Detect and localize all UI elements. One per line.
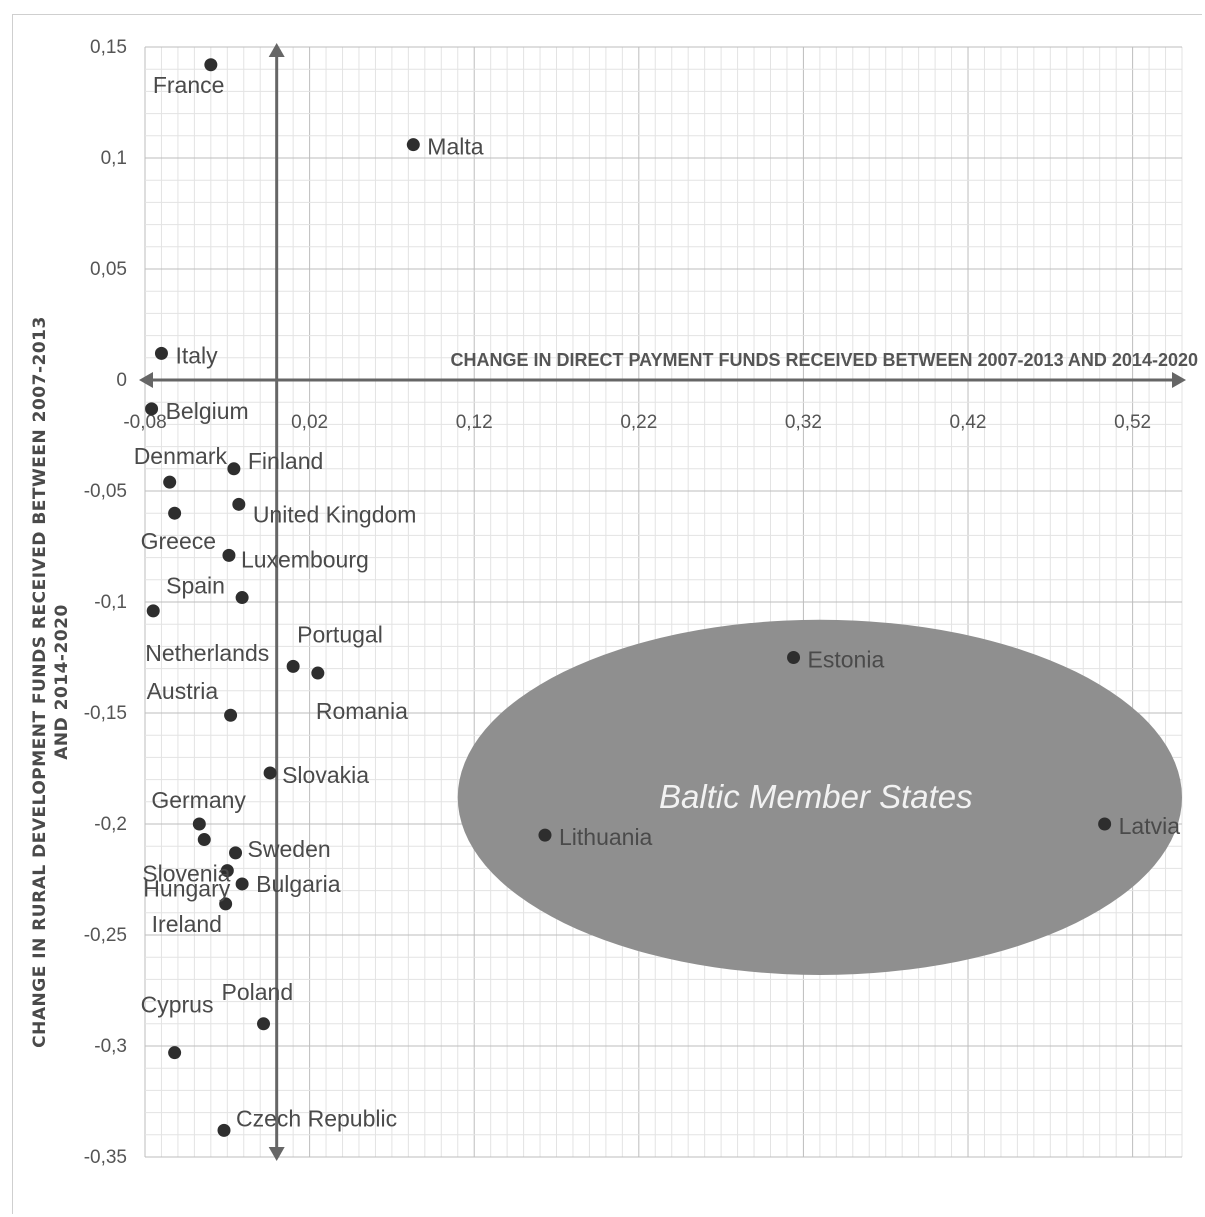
tick-labels: 0,15 0,1 0,05 0 -0,05 -0,1 -0,15 -0,2 -0,25 -0,3 -… [84, 37, 1151, 1168]
data-point [235, 877, 249, 891]
x-tick-label: 0,12 [456, 412, 493, 433]
data-point-label: Finland [248, 448, 323, 474]
data-point-label: Hungary [143, 876, 230, 902]
data-point-label: Romania [316, 698, 408, 724]
y-tick-label: 0 [116, 370, 127, 391]
y-tick-label: -0,35 [84, 1147, 127, 1168]
x-tick-label: 0,32 [785, 412, 822, 433]
data-point [286, 659, 300, 673]
data-point [235, 591, 249, 605]
data-point-label: Austria [147, 678, 219, 704]
data-point [311, 666, 325, 680]
y-axis-title-line: CHANGE IN RURAL DEVELOPMENT FUNDS RECEIV… [30, 316, 50, 1048]
x-tick-label: 0,22 [620, 412, 657, 433]
x-tick-label: 0,02 [291, 412, 328, 433]
x-tick-label: 0,42 [950, 412, 987, 433]
data-point-label: France [153, 72, 225, 98]
axis-titles: CHANGE IN DIRECT PAYMENT FUNDS RECEIVED … [30, 316, 1198, 1048]
data-point [232, 497, 246, 511]
data-point-label: Poland [222, 979, 294, 1005]
data-point [787, 651, 801, 664]
data-point [224, 708, 238, 722]
baltic-region-ellipse [457, 619, 1183, 975]
data-point-label: Latvia [1119, 813, 1181, 839]
data-point-label: Lithuania [559, 824, 653, 850]
data-point-label: Malta [427, 134, 483, 160]
point-labels: France Malta Italy Belgium Denmark Finland Uni… [134, 72, 1181, 1132]
y-tick-label: -0,3 [94, 1036, 127, 1057]
data-point [538, 828, 552, 842]
data-point [192, 817, 206, 831]
data-point-label: Belgium [166, 398, 249, 424]
y-axis-arrow-bottom [268, 1147, 285, 1161]
x-tick-label: 0,52 [1114, 412, 1151, 433]
y-axis-title-line: AND 2014-2020 [52, 604, 72, 760]
data-point-label: Slovenia [142, 861, 230, 887]
data-point [168, 1046, 182, 1060]
x-axis-arrow-left [139, 372, 153, 388]
data-point-label: Cyprus [141, 992, 214, 1018]
data-point [406, 138, 420, 152]
data-point [197, 833, 211, 847]
data-point [229, 846, 243, 860]
data-point [154, 346, 168, 360]
data-point [163, 475, 177, 489]
y-tick-label: 0,05 [90, 259, 127, 280]
y-tick-label: -0,1 [94, 592, 127, 613]
data-point-label: Ireland [152, 911, 222, 937]
data-point-label: Bulgaria [256, 871, 341, 897]
data-point-label: Italy [175, 342, 218, 368]
data-point-label: Sweden [248, 836, 331, 862]
x-axis-title: CHANGE IN DIRECT PAYMENT FUNDS RECEIVED … [450, 350, 1198, 370]
data-point [1098, 817, 1112, 831]
x-axis-arrow-right [1172, 372, 1186, 388]
grid [144, 46, 1183, 1158]
data-point [146, 604, 160, 618]
y-tick-label: 0,1 [101, 148, 127, 169]
data-point-label: Denmark [134, 443, 228, 469]
y-tick-label: 0,15 [90, 37, 127, 58]
y-axis-arrow-top [268, 43, 285, 57]
chart-frame [12, 14, 1202, 1214]
data-point-label: Luxembourg [241, 546, 369, 572]
data-point [222, 548, 236, 562]
y-tick-label: -0,15 [84, 703, 127, 724]
data-point-label: Germany [151, 787, 246, 813]
data-point-label: United Kingdom [253, 501, 417, 527]
x-tick-label: -0,08 [123, 412, 166, 433]
data-point [227, 462, 241, 476]
data-point [257, 1017, 271, 1031]
y-tick-label: -0,05 [84, 481, 127, 502]
data-point [219, 897, 233, 911]
y-tick-label: -0,25 [84, 925, 127, 946]
data-point [145, 402, 159, 416]
data-point-label: Slovakia [282, 762, 369, 788]
data-point-label: Estonia [808, 647, 885, 673]
data-point-label: Greece [141, 528, 216, 554]
baltic-region-label: Baltic Member States [659, 778, 973, 815]
data-point [217, 1123, 231, 1137]
y-tick-label: -0,2 [94, 814, 127, 835]
data-point [204, 58, 218, 72]
data-point-label: Spain [166, 573, 225, 599]
data-point-label: Czech Republic [236, 1105, 397, 1131]
data-point-label: Portugal [297, 621, 383, 647]
data-point [220, 864, 234, 878]
data-points [145, 58, 1112, 1137]
data-point-label: Netherlands [145, 640, 269, 666]
data-point [263, 766, 277, 780]
axes [139, 43, 1186, 1161]
data-point [168, 506, 182, 520]
region-group: Baltic Member States [457, 619, 1183, 975]
